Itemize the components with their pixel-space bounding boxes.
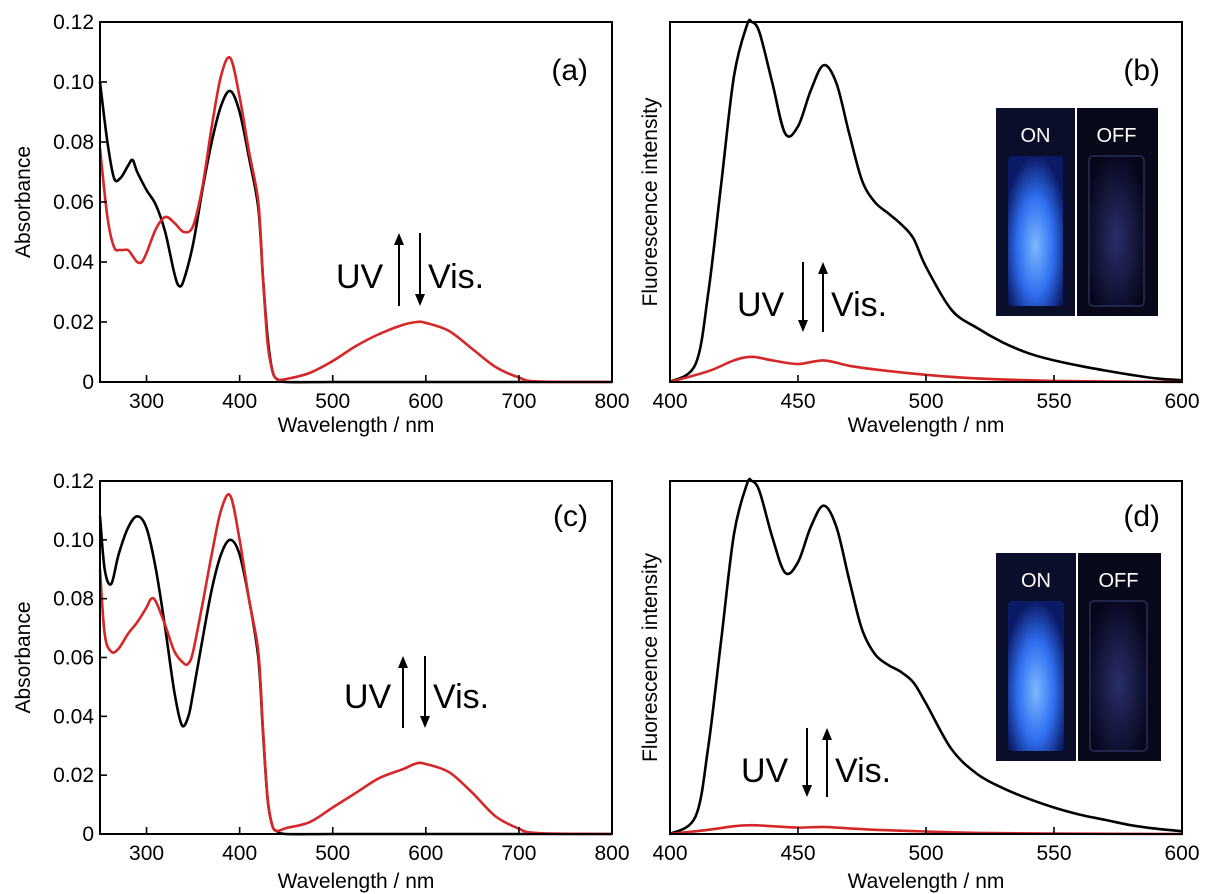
vial-off	[1088, 155, 1145, 307]
y-tick-label: 0.08	[53, 588, 94, 611]
panel-label: (c)	[553, 500, 588, 533]
y-tick-label: 0.04	[53, 251, 94, 274]
annotation-uv: UV	[344, 678, 392, 716]
x-tick-label: 300	[129, 842, 164, 865]
annotation-vis: Vis.	[428, 258, 484, 296]
x-tick-label: 600	[1164, 842, 1199, 865]
inset-on-label: ON	[1021, 125, 1051, 147]
panel-label: (a)	[551, 54, 588, 87]
arrow-up-head	[398, 656, 408, 668]
arrow-down-head	[798, 320, 808, 332]
y-tick-label: 0.10	[53, 529, 94, 552]
plot-frame	[99, 21, 613, 383]
y-axis-label: Absorbance	[12, 146, 35, 258]
series-line-black	[669, 477, 1183, 836]
y-tick-label: 0.06	[53, 647, 94, 670]
annotation-uv: UV	[741, 752, 789, 790]
series-line-red	[669, 355, 1183, 384]
x-tick-label: 550	[1036, 842, 1071, 865]
annotation-vis: Vis.	[831, 286, 887, 324]
arrow-down-head	[415, 294, 425, 306]
series-line-red	[98, 493, 613, 836]
x-tick-label: 800	[594, 842, 629, 865]
x-tick-label: 550	[1036, 390, 1071, 413]
arrow-down-head	[802, 785, 812, 797]
y-tick-label: 0.06	[53, 191, 94, 214]
inset-photo: ON OFF	[996, 553, 1161, 761]
x-tick-label: 700	[501, 842, 536, 865]
x-tick-label: 500	[908, 390, 943, 413]
x-axis-label: Wavelength / nm	[278, 870, 435, 893]
vial-on	[1008, 601, 1064, 751]
y-tick-label: 0.08	[53, 131, 94, 154]
panel-a: 300 400 500 600 700 800 0 0.02 0.04 0.06 0.08 0.10 0…	[12, 11, 630, 437]
panel-label: (b)	[1123, 54, 1160, 87]
inset-off-label: OFF	[1097, 125, 1137, 147]
y-tick-label: 0.12	[53, 470, 94, 493]
arrow-up-head	[822, 728, 832, 740]
panel-b: ON OFF 400 450 500 550 600 Wavelength / nm Fluor…	[639, 18, 1200, 437]
y-tick-label: 0.12	[53, 11, 94, 34]
x-tick-label: 450	[780, 842, 815, 865]
arrow-up-head	[394, 233, 404, 245]
series-line-black	[98, 81, 612, 384]
panel-label: (d)	[1123, 500, 1160, 533]
x-tick-label: 450	[780, 390, 815, 413]
y-tick-label: 0	[82, 823, 94, 846]
y-axis-label: Absorbance	[12, 601, 35, 713]
annotation-vis: Vis.	[433, 678, 489, 716]
x-axis-label: Wavelength / nm	[278, 414, 435, 437]
x-axis-label: Wavelength / nm	[848, 870, 1005, 893]
x-tick-label: 500	[908, 842, 943, 865]
panel-d: ON OFF 400 450 500 550 600 Wavelength / nm Fluor…	[639, 477, 1200, 893]
annotation-vis: Vis.	[835, 752, 891, 790]
series-line-black	[98, 515, 612, 836]
vial-off	[1089, 600, 1148, 752]
y-tick-label: 0.02	[53, 311, 94, 334]
arrow-up-head	[818, 262, 828, 274]
inset-on-label: ON	[1021, 570, 1051, 592]
y-tick-label: 0.02	[53, 764, 94, 787]
x-tick-label: 400	[222, 390, 257, 413]
y-tick-label: 0.10	[53, 71, 94, 94]
x-tick-label: 600	[1164, 390, 1199, 413]
x-axis-label: Wavelength / nm	[848, 414, 1005, 437]
x-tick-label: 500	[315, 390, 350, 413]
inset-photo: ON OFF	[996, 108, 1158, 316]
y-tick-label: 0	[82, 371, 94, 394]
x-tick-label: 300	[129, 390, 164, 413]
x-tick-label: 400	[652, 390, 687, 413]
x-tick-label: 600	[408, 842, 443, 865]
arrow-down-head	[420, 716, 430, 728]
y-axis-label: Fluorescence intensity	[639, 553, 662, 762]
panel-c: 300 400 500 600 700 800 0 0.02 0.04 0.06 0.08 0.10 0…	[12, 470, 630, 893]
annotation-uv: UV	[336, 258, 384, 296]
vial-on	[1008, 156, 1063, 306]
x-tick-label: 700	[501, 390, 536, 413]
y-axis-label: Fluorescence intensity	[639, 97, 662, 306]
series-line-red	[98, 55, 613, 384]
x-tick-label: 400	[652, 842, 687, 865]
series-line-black	[669, 18, 1183, 384]
x-tick-label: 800	[594, 390, 629, 413]
inset-off-label: OFF	[1099, 570, 1139, 592]
x-tick-label: 600	[408, 390, 443, 413]
y-tick-label: 0.04	[53, 705, 94, 728]
annotation-uv: UV	[737, 286, 785, 324]
x-tick-label: 500	[315, 842, 350, 865]
x-tick-label: 400	[222, 842, 257, 865]
